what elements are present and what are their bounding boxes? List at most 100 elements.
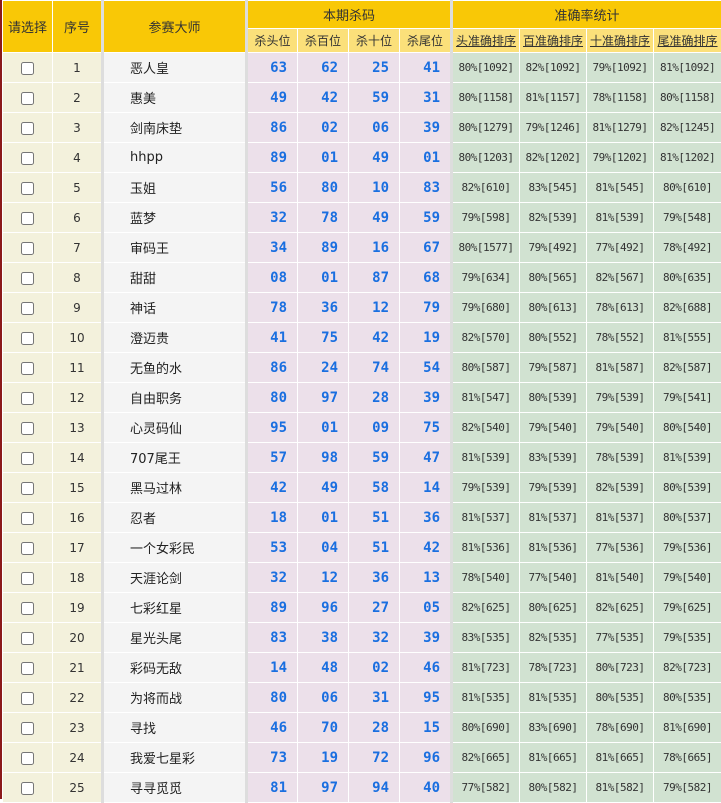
row-checkbox[interactable] [21,752,34,765]
accuracy-stat: 77%[582] [452,773,520,803]
row-checkbox[interactable] [21,572,34,585]
row-checkbox[interactable] [21,152,34,165]
master-name: 星光头尾 [103,623,247,653]
accuracy-stat: 82%[625] [452,593,520,623]
kill-number: 01 [298,503,349,533]
accuracy-stat: 78%[1158] [587,83,654,113]
kill-number: 62 [298,53,349,83]
row-checkbox[interactable] [21,452,34,465]
accuracy-stat: 83%[690] [520,713,587,743]
row-checkbox[interactable] [21,332,34,345]
accuracy-stat: 80%[582] [520,773,587,803]
sort-link-acc[interactable]: 尾准确排序 [654,29,721,53]
row-checkbox[interactable] [21,632,34,645]
accuracy-stat: 80%[537] [654,503,721,533]
row-checkbox[interactable] [21,302,34,315]
row-checkbox[interactable] [21,212,34,225]
row-checkbox[interactable] [21,92,34,105]
select-cell [3,263,53,293]
accuracy-stat: 79%[1202] [587,143,654,173]
kill-number: 08 [247,263,298,293]
row-checkbox[interactable] [21,182,34,195]
kill-number: 47 [400,443,452,473]
master-name: 玉姐 [103,173,247,203]
row-checkbox[interactable] [21,692,34,705]
row-number: 13 [53,413,103,443]
master-name: 彩码无敌 [103,653,247,683]
accuracy-stat: 81%[537] [520,503,587,533]
kill-number: 41 [400,53,452,83]
kill-number: 42 [298,83,349,113]
row-checkbox[interactable] [21,542,34,555]
row-checkbox[interactable] [21,62,34,75]
kill-number: 16 [349,233,400,263]
select-cell [3,233,53,263]
row-checkbox[interactable] [21,422,34,435]
accuracy-stat: 80%[565] [520,263,587,293]
row-checkbox[interactable] [21,512,34,525]
accuracy-stat: 83%[539] [520,443,587,473]
header-kill-group: 本期杀码 [247,1,452,29]
master-name: 自由职务 [103,383,247,413]
row-checkbox[interactable] [21,272,34,285]
accuracy-stat: 81%[537] [587,503,654,533]
row-checkbox[interactable] [21,362,34,375]
kill-number: 49 [349,203,400,233]
accuracy-stat: 78%[539] [587,443,654,473]
accuracy-stat: 79%[680] [452,293,520,323]
row-checkbox[interactable] [21,482,34,495]
kill-number: 28 [349,383,400,413]
accuracy-stat: 81%[587] [587,353,654,383]
row-checkbox[interactable] [21,782,34,795]
sort-link-acc[interactable]: 头准确排序 [452,29,520,53]
sort-link-acc[interactable]: 十准确排序 [587,29,654,53]
accuracy-stat: 79%[634] [452,263,520,293]
accuracy-stat: 79%[541] [654,383,721,413]
row-checkbox[interactable] [21,602,34,615]
select-cell [3,443,53,473]
accuracy-stat: 80%[1158] [452,83,520,113]
sort-link-acc[interactable]: 百准确排序 [520,29,587,53]
row-checkbox[interactable] [21,662,34,675]
row-checkbox[interactable] [21,122,34,135]
accuracy-stat: 82%[625] [587,593,654,623]
accuracy-stat: 78%[613] [587,293,654,323]
select-cell [3,323,53,353]
kill-number: 49 [298,473,349,503]
kill-number: 01 [298,413,349,443]
master-name: 无鱼的水 [103,353,247,383]
master-name: 天涯论剑 [103,563,247,593]
kill-number: 39 [400,113,452,143]
kill-number: 31 [349,683,400,713]
select-cell [3,113,53,143]
accuracy-stat: 82%[723] [654,653,721,683]
accuracy-stat: 79%[539] [587,383,654,413]
select-cell [3,293,53,323]
row-checkbox[interactable] [21,242,34,255]
accuracy-stat: 82%[539] [520,203,587,233]
accuracy-stat: 81%[1092] [654,53,721,83]
kill-number: 39 [400,623,452,653]
master-name: 惠美 [103,83,247,113]
row-checkbox[interactable] [21,392,34,405]
row-number: 5 [53,173,103,203]
kill-number: 94 [349,773,400,803]
accuracy-stat: 83%[535] [452,623,520,653]
row-number: 11 [53,353,103,383]
kill-number: 15 [400,713,452,743]
row-checkbox[interactable] [21,722,34,735]
kill-number: 80 [298,173,349,203]
row-number: 3 [53,113,103,143]
accuracy-stat: 81%[665] [520,743,587,773]
kill-number: 95 [400,683,452,713]
kill-number: 42 [247,473,298,503]
accuracy-stat: 77%[492] [587,233,654,263]
select-cell [3,773,53,803]
kill-number: 48 [298,653,349,683]
accuracy-stat: 82%[665] [452,743,520,773]
accuracy-stat: 79%[1092] [587,53,654,83]
